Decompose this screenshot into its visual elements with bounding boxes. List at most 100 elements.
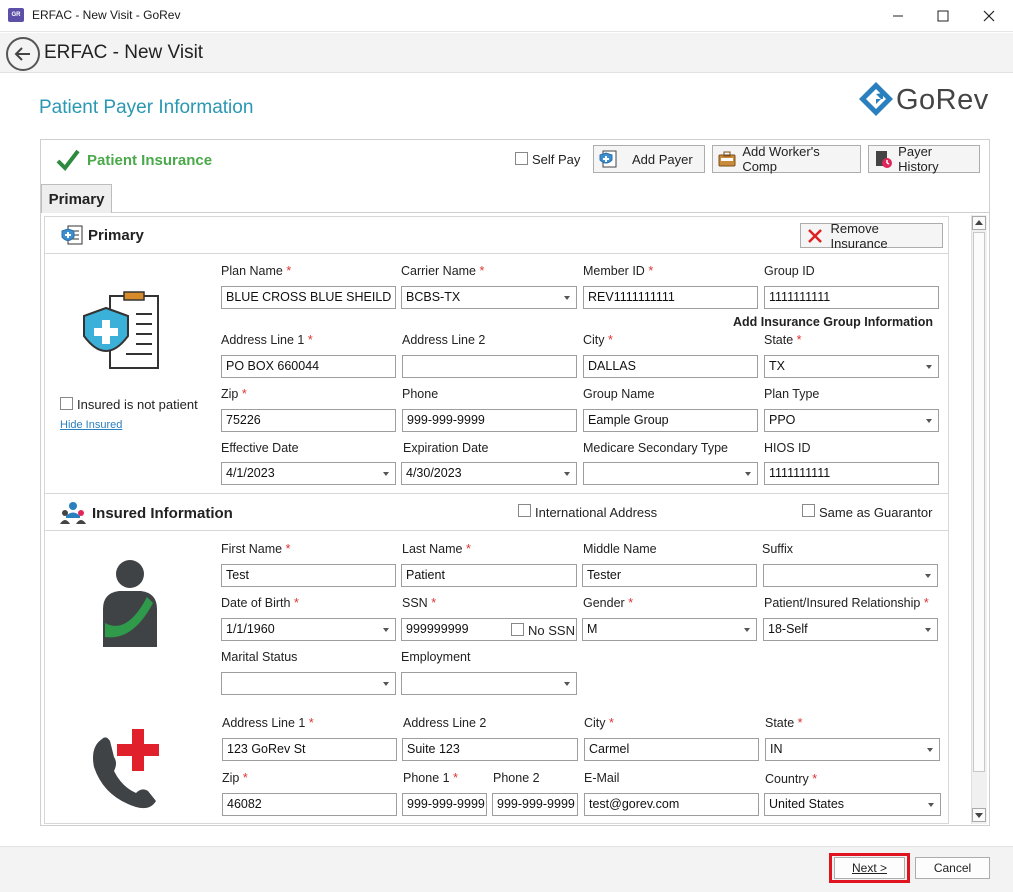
phone-input[interactable]: 999-999-9999	[402, 409, 577, 432]
phone1-input[interactable]: 999-999-9999	[402, 793, 487, 816]
add-payer-icon	[599, 150, 617, 168]
employment-select[interactable]	[401, 672, 577, 695]
add-workers-comp-button[interactable]: Add Worker's Comp	[712, 144, 861, 174]
country-select[interactable]: United States	[764, 793, 941, 816]
group-id-label: Group ID	[764, 264, 815, 278]
no-ssn-checkbox[interactable]	[511, 623, 524, 636]
member-id-input[interactable]: REV1111111111	[583, 286, 758, 309]
maximize-button[interactable]	[920, 0, 966, 32]
effective-date-picker[interactable]: 4/1/2023	[221, 462, 396, 485]
state-select[interactable]: TX	[764, 355, 939, 378]
primary-section-header	[45, 217, 948, 254]
hide-insured-link[interactable]: Hide Insured	[60, 419, 123, 431]
scroll-up-button[interactable]	[972, 216, 986, 230]
plan-type-select[interactable]: PPO	[764, 409, 939, 432]
plan-type-label: Plan Type	[764, 387, 820, 401]
add-payer-button[interactable]: Add Payer	[593, 145, 705, 173]
last-name-input[interactable]: Patient	[401, 564, 577, 587]
scroll-thumb[interactable]	[973, 232, 985, 772]
scroll-down-button[interactable]	[972, 808, 986, 822]
section-divider	[45, 493, 948, 494]
carrier-name-label: Carrier Name *	[401, 264, 485, 278]
marital-status-select[interactable]	[221, 672, 396, 695]
insurance-document-icon	[83, 291, 159, 369]
international-address-checkbox[interactable]	[518, 504, 531, 517]
ssn-input[interactable]: 999999999	[401, 618, 577, 641]
last-name-label: Last Name *	[402, 542, 471, 556]
insured-address2-label: Address Line 2	[403, 716, 487, 730]
insurance-detail-panel	[44, 216, 949, 824]
remove-insurance-button[interactable]: Remove Insurance	[800, 220, 943, 251]
gender-select[interactable]: M	[582, 618, 757, 641]
zip-input[interactable]: 75226	[221, 409, 396, 432]
insured-state-select[interactable]: IN	[765, 738, 940, 761]
insured-city-label: City *	[584, 716, 614, 730]
carrier-name-select[interactable]: BCBS-TX	[401, 286, 577, 309]
app-icon: GR	[8, 8, 24, 22]
medicare-secondary-select[interactable]	[583, 462, 758, 485]
gorev-logo-text: GoRev	[896, 84, 989, 116]
effective-date-label: Effective Date	[221, 441, 299, 455]
self-pay-checkbox[interactable]	[515, 152, 528, 165]
checkmark-icon	[56, 149, 80, 172]
dob-label: Date of Birth *	[221, 596, 299, 610]
add-payer-label: Add Payer	[632, 151, 693, 167]
insured-address1-label: Address Line 1 *	[222, 716, 314, 730]
gender-label: Gender *	[583, 596, 634, 610]
first-name-input[interactable]: Test	[221, 564, 396, 587]
insured-zip-label: Zip *	[222, 771, 248, 785]
close-icon	[983, 10, 995, 22]
phone-label: Phone	[402, 387, 439, 401]
country-label: Country *	[765, 772, 818, 786]
arrow-left-icon	[14, 47, 30, 61]
middle-name-input[interactable]: Tester	[582, 564, 757, 587]
title-bar	[0, 0, 1013, 32]
middle-name-label: Middle Name	[583, 542, 657, 556]
next-button[interactable]: Next >	[834, 857, 905, 879]
hios-id-input[interactable]: 1111111111	[764, 462, 939, 485]
dob-picker[interactable]: 1/1/1960	[221, 618, 396, 641]
tab-primary[interactable]: Primary	[41, 184, 112, 213]
group-name-input[interactable]: Eample Group	[583, 409, 758, 432]
window-title: ERFAC - New Visit - GoRev	[32, 8, 181, 22]
payer-history-label: Payer History	[898, 144, 939, 174]
insured-zip-input[interactable]: 46082	[222, 793, 397, 816]
payer-history-button[interactable]: Payer History	[868, 144, 980, 174]
remove-insurance-label: Remove Insurance	[830, 220, 888, 251]
insured-city-input[interactable]: Carmel	[584, 738, 759, 761]
chevron-up-icon	[975, 220, 983, 225]
email-label: E-Mail	[584, 771, 620, 785]
zip-label: Zip *	[221, 387, 247, 401]
relationship-label: Patient/Insured Relationship *	[764, 596, 929, 610]
primary-insurance-icon	[61, 225, 83, 245]
email-input[interactable]: test@gorev.com	[584, 793, 759, 816]
group-id-input[interactable]: 1111111111	[764, 286, 939, 309]
address1-label: Address Line 1 *	[221, 333, 313, 347]
suffix-select[interactable]	[763, 564, 938, 587]
insured-not-patient-checkbox[interactable]	[60, 397, 73, 410]
add-workers-comp-label: Add Worker's Comp	[742, 144, 820, 174]
address1-input[interactable]: PO BOX 660044	[221, 355, 396, 378]
back-button[interactable]	[6, 37, 40, 71]
insured-section-header	[45, 494, 948, 531]
phone2-input[interactable]: 999-999-9999	[492, 793, 578, 816]
no-ssn-label: No SSN	[528, 623, 575, 638]
close-window-button[interactable]	[966, 0, 1012, 32]
insured-address2-input[interactable]: Suite 123	[402, 738, 578, 761]
address2-input[interactable]	[402, 355, 577, 378]
same-as-guarantor-checkbox[interactable]	[802, 504, 815, 517]
add-group-info-link[interactable]: Add Insurance Group Information	[733, 315, 934, 329]
remove-x-icon	[808, 228, 822, 243]
city-input[interactable]: DALLAS	[583, 355, 758, 378]
group-name-label: Group Name	[583, 387, 655, 401]
address2-label: Address Line 2	[402, 333, 486, 347]
marital-status-label: Marital Status	[221, 650, 298, 664]
insured-address1-input[interactable]: 123 GoRev St	[222, 738, 397, 761]
insured-state-label: State *	[765, 716, 803, 730]
expiration-date-picker[interactable]: 4/30/2023	[401, 462, 577, 485]
relationship-select[interactable]: 18-Self	[763, 618, 938, 641]
minimize-button[interactable]	[875, 0, 921, 32]
cancel-button[interactable]: Cancel	[915, 857, 990, 879]
plan-name-input[interactable]: BLUE CROSS BLUE SHEILD	[221, 286, 396, 309]
city-label: City *	[583, 333, 613, 347]
